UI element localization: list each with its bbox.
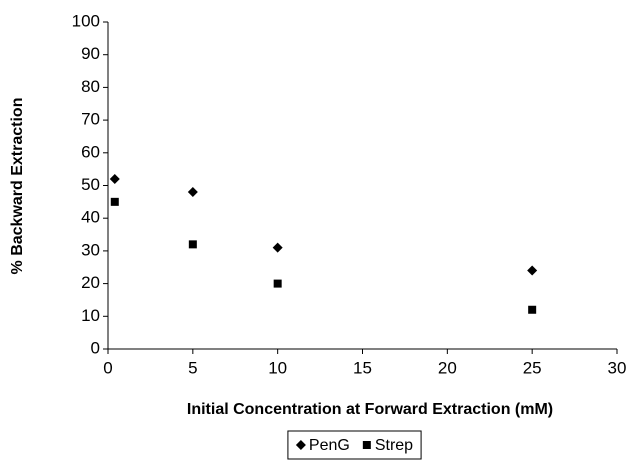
x-axis-title: Initial Concentration at Forward Extract…: [187, 401, 553, 418]
y-tick-label: 50: [81, 175, 100, 194]
y-tick-label: 80: [81, 77, 100, 96]
y-tick-label: 10: [81, 306, 100, 325]
point: [527, 265, 538, 276]
y-tick-label: 60: [81, 142, 100, 161]
point: [187, 187, 198, 198]
legend-label: Strep: [375, 437, 413, 454]
y-tick-label: 20: [81, 273, 100, 292]
legend-label: PenG: [309, 437, 350, 454]
x-tick-label: 30: [608, 358, 627, 377]
point: [188, 240, 197, 249]
x-tick-label: 10: [268, 358, 287, 377]
x-tick-label: 15: [353, 358, 372, 377]
point: [110, 197, 119, 206]
legend-box: [287, 430, 422, 460]
legend: PenG Strep: [287, 430, 422, 460]
legend-marker: [362, 441, 371, 449]
y-tick-label: 70: [81, 110, 100, 129]
x-tick-label: 5: [188, 358, 197, 377]
y-tick-label: 40: [81, 208, 100, 227]
y-tick-label: 0: [91, 338, 100, 357]
x-tick-label: 25: [523, 358, 542, 377]
x-tick-label: 20: [438, 358, 457, 377]
point: [109, 173, 120, 184]
y-tick-label: 100: [72, 11, 100, 30]
y-tick-label: 90: [81, 44, 100, 63]
point: [528, 305, 537, 314]
point: [273, 279, 282, 288]
y-tick-label: 30: [81, 240, 100, 259]
point: [272, 242, 283, 253]
x-tick-label: 0: [103, 358, 112, 377]
legend-marker: [295, 440, 306, 450]
y-axis-title: % Backward Extraction: [9, 98, 26, 275]
